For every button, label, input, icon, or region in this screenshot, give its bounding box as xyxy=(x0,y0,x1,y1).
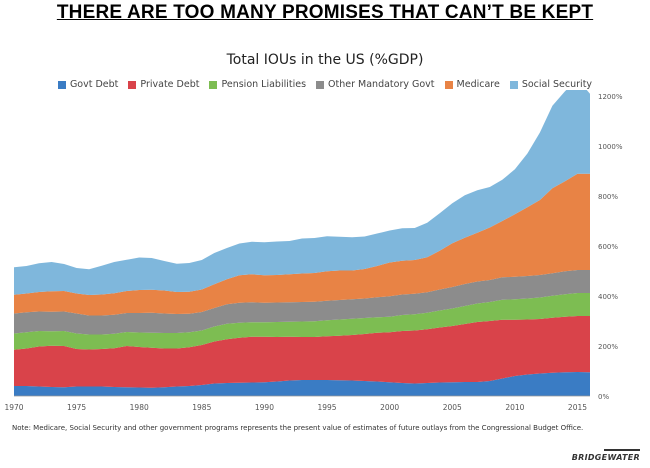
legend-item-pension-liabilities: Pension Liabilities xyxy=(209,79,306,90)
area-pension-liabilities xyxy=(14,293,590,350)
legend-label: Pension Liabilities xyxy=(221,79,307,90)
x-tick-label: 2005 xyxy=(443,403,462,412)
y-tick-label: 400% xyxy=(598,293,618,301)
x-tick-label: 1970 xyxy=(4,403,23,412)
area-medicare xyxy=(14,173,590,316)
x-tick-label: 1980 xyxy=(130,403,149,412)
legend-swatch xyxy=(444,80,453,89)
legend-label: Private Debt xyxy=(140,79,200,90)
legend-item-govt-debt: Govt Debt xyxy=(57,79,119,90)
y-tick-label: 0% xyxy=(598,393,609,401)
legend-item-social-security: Social Security xyxy=(509,79,593,90)
x-tick-label: 2000 xyxy=(380,403,399,412)
footnote: Note: Medicare, Social Security and othe… xyxy=(12,424,584,432)
x-tick-label: 1985 xyxy=(192,403,211,412)
legend-label: Other Mandatory Govt xyxy=(328,79,435,90)
legend-item-private-debt: Private Debt xyxy=(128,79,199,90)
legend-swatch xyxy=(57,80,66,89)
legend-label: Medicare xyxy=(456,79,500,90)
legend-label: Govt Debt xyxy=(69,79,119,90)
y-tick-label: 1200% xyxy=(598,93,623,101)
logo-mark xyxy=(604,449,640,451)
headline: THERE ARE TOO MANY PROMISES THAT CAN’T B… xyxy=(56,2,594,23)
area-govt-debt xyxy=(14,372,590,396)
area-social-security xyxy=(14,90,590,295)
legend-swatch xyxy=(128,80,137,89)
legend-label: Social Security xyxy=(521,79,593,90)
y-tick-label: 800% xyxy=(598,193,618,201)
legend-item-other-mandatory-govt: Other Mandatory Govt xyxy=(316,79,435,90)
x-tick-label: 1975 xyxy=(67,403,86,412)
area-other-mandatory-govt xyxy=(14,270,590,335)
legend-swatch xyxy=(209,80,218,89)
y-tick-label: 200% xyxy=(598,343,618,351)
x-tick-label: 2010 xyxy=(505,403,524,412)
legend-swatch xyxy=(316,80,325,89)
x-tick-label: 2015 xyxy=(568,403,587,412)
bridgewater-logo: BRIDGEWATER xyxy=(571,453,640,462)
chart-title: Total IOUs in the US (%GDP) xyxy=(226,52,424,68)
x-tick-label: 1990 xyxy=(255,403,274,412)
legend-swatch xyxy=(509,80,518,89)
x-tick-label: 1995 xyxy=(317,403,336,412)
stacked-area-chart: 1970 1975 1980 1985 1990 1995 2000 2005 2010 2015… xyxy=(4,90,623,412)
y-tick-label: 600% xyxy=(598,243,618,251)
legend-item-medicare: Medicare xyxy=(444,79,500,90)
area-private-debt xyxy=(14,316,590,388)
legend: Govt Debt Private Debt Pension Liabiliti… xyxy=(0,79,650,90)
y-tick-label: 1000% xyxy=(598,143,623,151)
